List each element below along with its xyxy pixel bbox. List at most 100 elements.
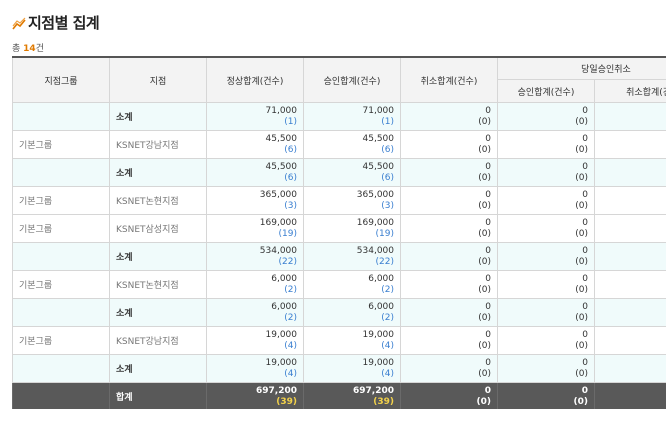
normal-cell: 6,000 (2) — [206, 270, 304, 299]
count-value[interactable]: (4) — [381, 368, 394, 379]
amount-value: 697,200 — [353, 385, 394, 396]
table-row[interactable]: 기본그룹 KSNET논현지점 365,000 (3) 365,000 (3) 0 (0) 0 (0… — [12, 186, 666, 215]
count-value[interactable]: (4) — [284, 368, 297, 379]
count-value[interactable]: (2) — [381, 312, 394, 323]
cancel-cell: 0 (0) — [400, 158, 498, 187]
count-value[interactable]: (1) — [284, 116, 297, 127]
total-group-cell — [12, 382, 110, 409]
amount-value: 0 — [601, 162, 666, 173]
sameday-cancel-cell: 0(0) — [594, 298, 666, 327]
count-value[interactable]: (4) — [284, 340, 297, 351]
chart-line-icon — [12, 16, 26, 30]
header-cancel-total[interactable]: 취소합계(건수) — [400, 56, 498, 103]
amount-value: 0 — [601, 330, 666, 341]
branch-cell: KSNET논현지점 — [109, 186, 207, 215]
count-value[interactable]: (2) — [381, 284, 394, 295]
count-value: (0) — [478, 368, 491, 379]
branch-cell: 소계 — [109, 158, 207, 187]
count-value: (0) — [575, 144, 588, 155]
normal-cell: 6,000 (2) — [206, 298, 304, 327]
amount-value: 0 — [484, 385, 491, 396]
amount-value: 0 — [485, 357, 491, 368]
amount-value: 0 — [582, 105, 588, 116]
count-value: (0) — [575, 312, 588, 323]
count-value: (0) — [478, 228, 491, 239]
amount-value: 0 — [582, 161, 588, 172]
header-sameday-cancel-total[interactable]: 취소합계(건수) — [594, 79, 666, 103]
count-value[interactable]: (2) — [284, 312, 297, 323]
cancel-cell: 0 (0) — [400, 242, 498, 271]
normal-cell: 71,000 (1) — [206, 102, 304, 131]
count-value: (0) — [601, 201, 666, 212]
branch-cell: KSNET삼성지점 — [109, 214, 207, 243]
amount-value: 6,000 — [271, 301, 297, 312]
normal-cell: 534,000 (22) — [206, 242, 304, 271]
table-row[interactable]: 기본그룹 KSNET삼성지점 169,000 (19) 169,000 (19) 0 (0) 0… — [12, 214, 666, 243]
normal-cell: 19,000 (4) — [206, 326, 304, 355]
group-cell — [12, 158, 110, 187]
amount-value: 697,200 — [256, 385, 297, 396]
amount-value: 0 — [485, 273, 491, 284]
total-sameday-cancel-cell: 0(0) — [594, 382, 666, 409]
table-row[interactable]: 기본그룹KSNET논현지점6,000(2)6,000(2)0(0)0(0)0(0… — [12, 270, 666, 299]
count-value[interactable]: (2) — [284, 284, 297, 295]
count-value: (0) — [601, 173, 666, 184]
count-value[interactable]: (6) — [381, 172, 394, 183]
count-value[interactable]: (3) — [284, 200, 297, 211]
amount-value: 19,000 — [362, 329, 395, 340]
count-value[interactable]: (39) — [373, 396, 394, 407]
amount-value: 0 — [485, 161, 491, 172]
count-value: (0) — [601, 117, 666, 128]
total-prefix: 총 — [12, 44, 24, 54]
count-value[interactable]: (6) — [381, 144, 394, 155]
count-value[interactable]: (39) — [276, 396, 297, 407]
total-count: 총 14건 — [12, 41, 44, 54]
count-value[interactable]: (19) — [278, 228, 297, 239]
branch-cell: KSNET논현지점 — [109, 270, 207, 299]
header-approval-total[interactable]: 승인합계(건수) — [303, 56, 401, 103]
approval-cell: 365,000 (3) — [303, 186, 401, 215]
table-row[interactable]: 기본그룹KSNET강남지점45,500(6)45,500(6)0(0)0(0)0… — [12, 130, 666, 159]
count-value[interactable]: (6) — [284, 144, 297, 155]
header-normal-total[interactable]: 정상합계(건수) — [206, 56, 304, 103]
summary-table: 지점그룹 지점 정상합계(건수) 승인합계(건수) 취소합계(건수) 당일승인취… — [12, 56, 666, 409]
count-value: (0) — [478, 144, 491, 155]
count-value: (0) — [573, 396, 589, 407]
count-value: (0) — [601, 397, 666, 408]
sameday-approval-cell: 0 (0) — [497, 158, 595, 187]
sameday-approval-cell: 0 (0) — [497, 186, 595, 215]
total-normal-cell: 697,200 (39) — [206, 382, 304, 409]
count-value: (0) — [478, 256, 491, 267]
count-value[interactable]: (22) — [278, 256, 297, 267]
amount-value: 0 — [485, 217, 491, 228]
count-value[interactable]: (19) — [375, 228, 394, 239]
count-value[interactable]: (4) — [381, 340, 394, 351]
count-value[interactable]: (6) — [284, 172, 297, 183]
page-title: 지점별 집계 — [28, 14, 100, 32]
header-group[interactable]: 지점그룹 — [12, 56, 110, 103]
sameday-cancel-cell: 0(0) — [594, 186, 666, 215]
count-value[interactable]: (22) — [375, 256, 394, 267]
amount-value: 169,000 — [259, 217, 297, 228]
count-value[interactable]: (3) — [381, 200, 394, 211]
sameday-approval-cell: 0 (0) — [497, 326, 595, 355]
count-value: (0) — [478, 200, 491, 211]
header-branch[interactable]: 지점 — [109, 56, 207, 103]
summary-grid[interactable]: 지점그룹 지점 정상합계(건수) 승인합계(건수) 취소합계(건수) 당일승인취… — [12, 56, 666, 409]
amount-value: 6,000 — [271, 273, 297, 284]
subtotal-row[interactable]: 소계6,000(2)6,000(2)0(0)0(0)0(0) — [12, 298, 666, 327]
count-value: (0) — [575, 256, 588, 267]
count-value: (0) — [478, 340, 491, 351]
count-value: (0) — [601, 229, 666, 240]
header-sameday-approval[interactable]: 승인합계(건수) — [497, 79, 595, 103]
count-value[interactable]: (1) — [381, 116, 394, 127]
table-row[interactable]: 기본그룹KSNET강남지점19,000(4)19,000(4)0(0)0(0)0… — [12, 326, 666, 355]
amount-value: 45,500 — [265, 133, 298, 144]
sameday-approval-cell: 0 (0) — [497, 242, 595, 271]
amount-value: 0 — [601, 274, 666, 285]
cancel-cell: 0 (0) — [400, 186, 498, 215]
